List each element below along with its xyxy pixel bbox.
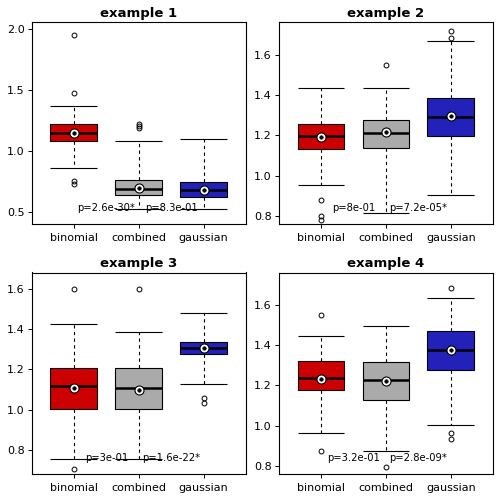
Text: p=3e-01: p=3e-01 xyxy=(84,453,128,463)
Bar xyxy=(180,342,227,354)
Bar xyxy=(298,124,344,150)
Title: example 3: example 3 xyxy=(100,257,178,270)
Bar xyxy=(50,368,97,408)
Text: p=3.2e-01: p=3.2e-01 xyxy=(327,453,380,463)
Text: p=1.6e-22*: p=1.6e-22* xyxy=(142,453,201,463)
Text: p=7.2e-05*: p=7.2e-05* xyxy=(390,203,448,213)
Bar xyxy=(116,180,162,196)
Text: p=8.3e-01: p=8.3e-01 xyxy=(145,203,198,213)
Bar xyxy=(428,98,474,136)
Bar xyxy=(180,182,227,196)
Bar xyxy=(428,331,474,370)
Text: p=8e-01: p=8e-01 xyxy=(332,203,375,213)
Bar xyxy=(362,362,410,401)
Text: p=2.8e-09*: p=2.8e-09* xyxy=(390,453,448,463)
Bar xyxy=(116,368,162,408)
Title: example 1: example 1 xyxy=(100,7,178,20)
Title: example 4: example 4 xyxy=(348,257,424,270)
Bar xyxy=(362,120,410,148)
Bar xyxy=(50,124,97,141)
Title: example 2: example 2 xyxy=(348,7,424,20)
Text: p=2.6e-30*: p=2.6e-30* xyxy=(78,203,135,213)
Bar xyxy=(298,361,344,390)
